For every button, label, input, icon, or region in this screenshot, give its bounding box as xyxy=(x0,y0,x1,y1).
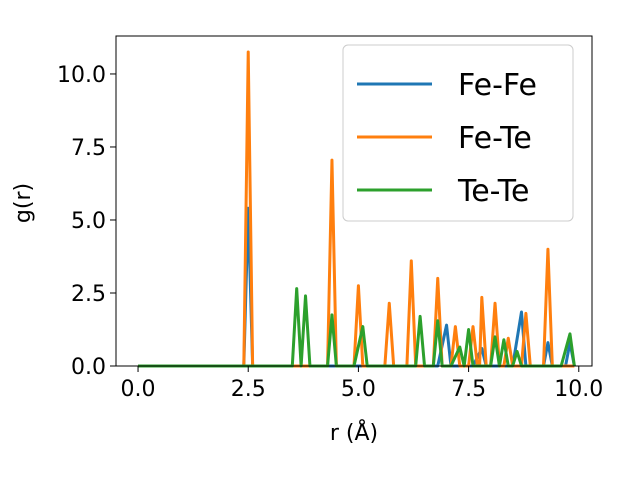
x-tick-label: 10.0 xyxy=(554,377,603,402)
x-tick-label: 0.0 xyxy=(121,377,156,402)
y-tick-label: 10.0 xyxy=(57,63,106,88)
x-tick-label: 5.0 xyxy=(341,377,376,402)
x-axis-label: r (Å) xyxy=(330,419,378,446)
y-axis-label: g(r) xyxy=(11,183,36,223)
y-axis: 0.0 2.5 5.0 7.5 10.0 xyxy=(57,63,116,380)
y-tick-label: 2.5 xyxy=(71,282,106,307)
y-tick-label: 5.0 xyxy=(71,209,106,234)
legend-box xyxy=(342,44,574,222)
y-tick-label: 0.0 xyxy=(71,355,106,380)
legend-label-te-te: Te-Te xyxy=(457,174,529,209)
x-tick-label: 7.5 xyxy=(451,377,486,402)
legend-label-fe-te: Fe-Te xyxy=(458,121,532,156)
legend: Fe-Fe Fe-Te Te-Te xyxy=(342,44,574,222)
plot-frame xyxy=(115,35,593,367)
y-tick-label: 7.5 xyxy=(71,136,106,161)
x-axis: 0.0 2.5 5.0 7.5 10.0 xyxy=(121,366,603,402)
x-tick-label: 2.5 xyxy=(231,377,266,402)
legend-label-fe-fe: Fe-Fe xyxy=(458,68,537,103)
